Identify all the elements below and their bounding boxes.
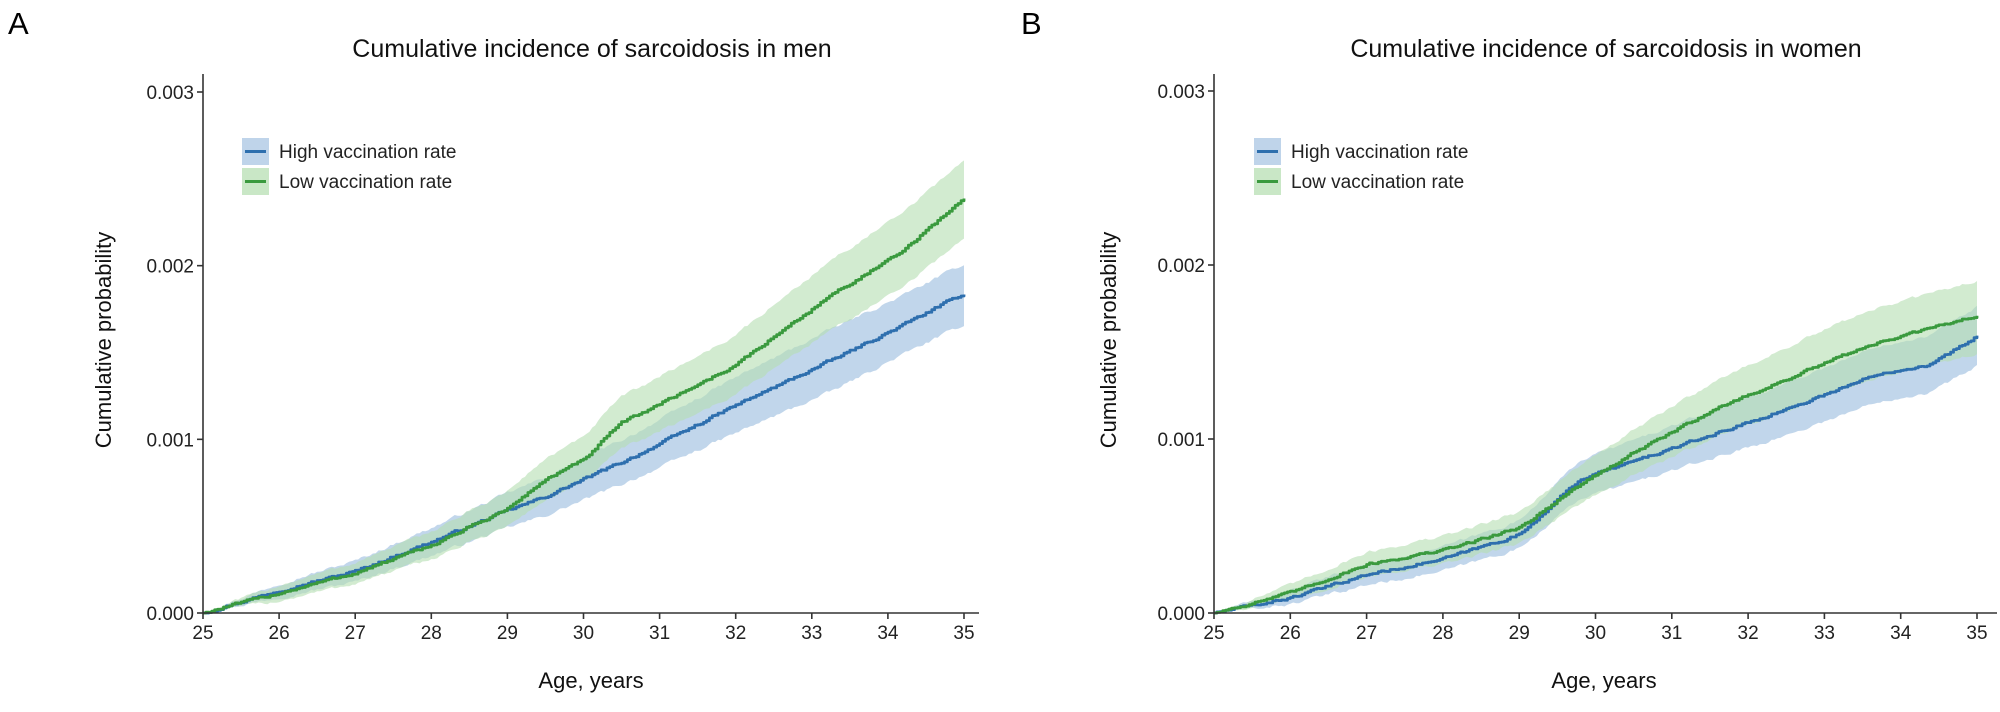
plot-area: 25 26 27 28 29 30 31 32 33 34 35 0.000 0.001 0.002 0.0…: [1157, 74, 1997, 644]
y-tick-label: 0.001: [1157, 430, 1205, 451]
y-tick-label: 0.003: [1157, 82, 1205, 103]
legend-item-low[interactable]: Low vaccination rate: [242, 168, 452, 195]
legend-item-high[interactable]: High vaccination rate: [1254, 138, 1468, 165]
legend-label-high: High vaccination rate: [1291, 142, 1468, 163]
y-tick-label: 0.000: [1157, 604, 1205, 625]
chart-title: Cumulative incidence of sarcoidosis in m…: [352, 35, 831, 63]
x-tick-label: 29: [497, 623, 518, 644]
panel-letter: A: [8, 6, 29, 41]
x-tick-label: 29: [1509, 623, 1530, 644]
x-tick-label: 35: [1966, 623, 1987, 644]
x-tick-label: 27: [345, 623, 366, 644]
series-line-low: [203, 198, 966, 615]
x-tick-label: 28: [421, 623, 442, 644]
panel-letter: B: [1021, 6, 1042, 41]
y-tick-label: 0.002: [146, 257, 194, 278]
panel-a: A Cumulative incidence of sarcoidosis in…: [8, 6, 979, 693]
x-tick-label: 25: [1203, 623, 1224, 644]
legend-label-low: Low vaccination rate: [1291, 172, 1464, 193]
x-tick-label: 27: [1356, 623, 1377, 644]
y-tick-label: 0.003: [146, 83, 194, 104]
y-axis-label: Cumulative probability: [1096, 232, 1121, 448]
x-tick-label: 26: [269, 623, 290, 644]
plot-area: 25 26 27 28 29 30 31 32 33 34 35 0.000 0.001 0.002 0.0…: [146, 74, 979, 644]
legend: High vaccination rate Low vaccination ra…: [242, 138, 456, 195]
x-tick-label: 35: [953, 623, 974, 644]
x-tick-label: 34: [877, 623, 899, 644]
y-tick-label: 0.001: [146, 430, 194, 451]
x-tick-label: 31: [1661, 623, 1682, 644]
legend-label-low: Low vaccination rate: [279, 172, 452, 193]
chart-title: Cumulative incidence of sarcoidosis in w…: [1350, 35, 1861, 63]
legend: High vaccination rate Low vaccination ra…: [1254, 138, 1468, 195]
legend-label-high: High vaccination rate: [279, 142, 456, 163]
x-tick-label: 32: [1738, 623, 1759, 644]
x-tick-label: 30: [573, 623, 594, 644]
legend-item-high[interactable]: High vaccination rate: [242, 138, 456, 165]
series-line-high: [1214, 335, 1979, 615]
y-tick-label: 0.002: [1157, 256, 1205, 277]
x-tick-label: 32: [725, 623, 746, 644]
x-tick-label: 33: [1814, 623, 1835, 644]
x-tick-label: 25: [192, 623, 213, 644]
series-line-low: [1214, 315, 1979, 615]
y-tick-label: 0.000: [146, 604, 194, 625]
x-tick-label: 28: [1432, 623, 1453, 644]
x-tick-label: 26: [1280, 623, 1301, 644]
x-tick-label: 30: [1585, 623, 1606, 644]
x-axis-label: Age, years: [1551, 668, 1656, 693]
x-axis-label: Age, years: [538, 668, 643, 693]
ci-band-low: [1214, 281, 1977, 613]
x-tick-label: 31: [649, 623, 670, 644]
y-axis-label: Cumulative probability: [91, 232, 116, 448]
x-tick-label: 33: [801, 623, 822, 644]
panel-b: B Cumulative incidence of sarcoidosis in…: [1021, 6, 1997, 693]
ci-band-low: [203, 160, 964, 613]
x-tick-label: 34: [1890, 623, 1912, 644]
legend-item-low[interactable]: Low vaccination rate: [1254, 168, 1464, 195]
